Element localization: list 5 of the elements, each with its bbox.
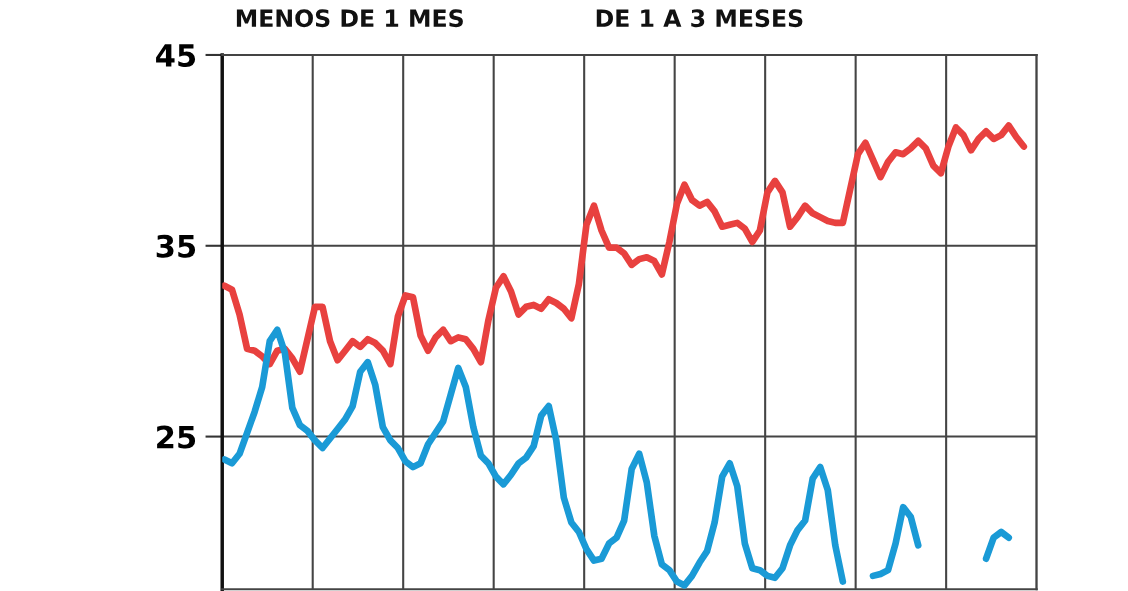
- y-tick-label: 35: [156, 234, 196, 258]
- y-tick-label: 25: [157, 425, 196, 449]
- text: DE 1 A 3 MESES: [596, 9, 803, 28]
- text: MENOS DE 1 MES: [236, 9, 463, 28]
- y-tick-label: 45: [156, 44, 196, 68]
